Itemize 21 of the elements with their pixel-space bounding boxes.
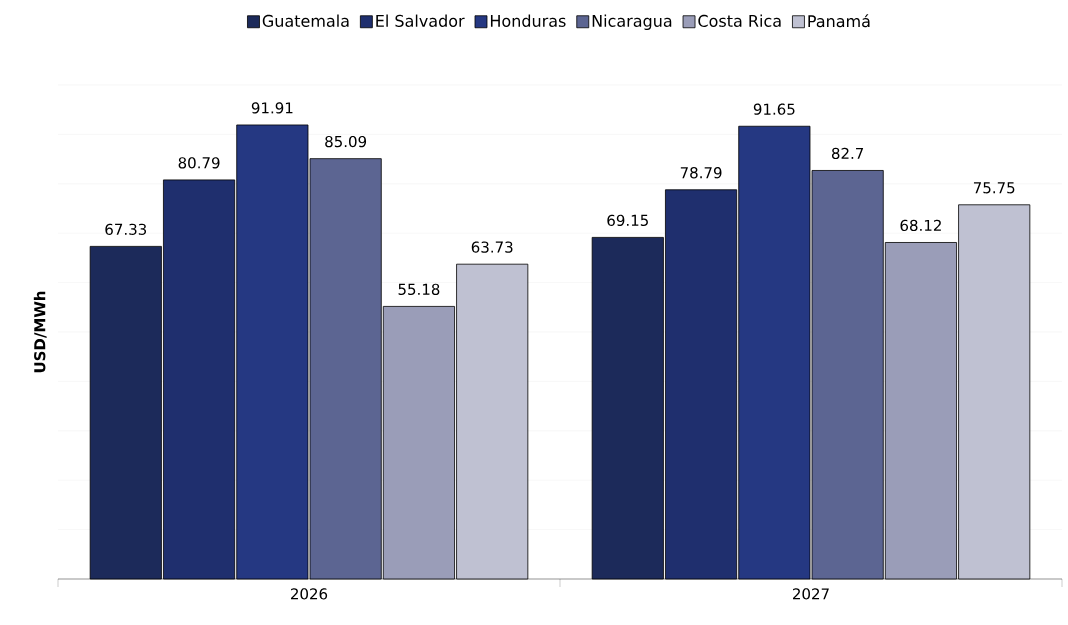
data-label: 80.79 — [178, 157, 220, 169]
data-label: 69.15 — [607, 214, 648, 226]
y-axis-title: USD/MWh — [33, 291, 47, 373]
legend-label: Costa Rica — [698, 14, 781, 27]
data-label: 91.65 — [753, 103, 795, 115]
legend-label: Guatemala — [262, 14, 349, 27]
data-label: 63.73 — [471, 241, 513, 253]
x-tick-label: 2026 — [291, 588, 328, 600]
data-label: 75.75 — [973, 182, 1015, 194]
data-label: 55.18 — [398, 283, 440, 296]
legend-label: Nicaragua — [592, 14, 672, 31]
x-tick-label: 2027 — [793, 588, 829, 600]
data-label: 68.12 — [900, 219, 941, 232]
data-label: 91.91 — [251, 102, 293, 114]
legend-label: Honduras — [490, 14, 566, 27]
data-label: 67.33 — [105, 223, 147, 235]
data-label: 85.09 — [325, 135, 367, 148]
data-label: 82.7 — [831, 147, 864, 160]
data-label: 78.79 — [680, 167, 722, 179]
legend-label: Panamá — [808, 14, 870, 28]
legend-label: El Salvador — [376, 14, 465, 27]
